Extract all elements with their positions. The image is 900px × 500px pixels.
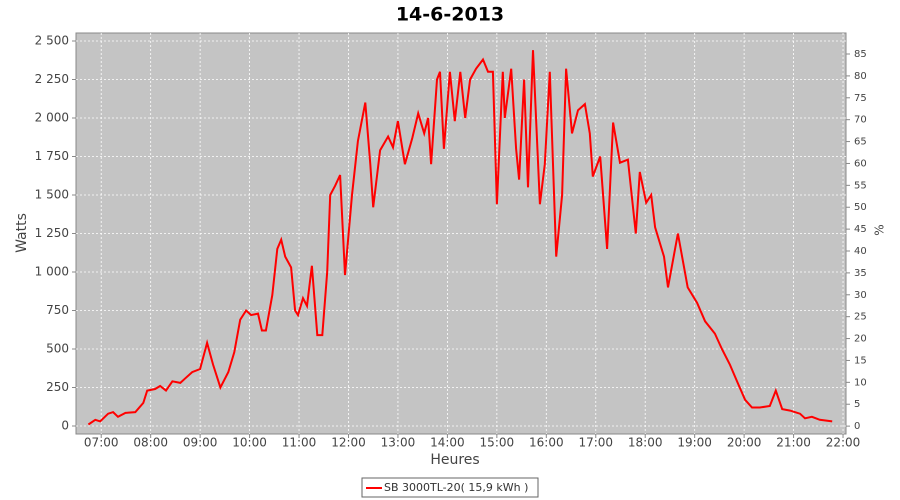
y2-tick-label: 70	[854, 115, 867, 126]
data-line	[87, 50, 833, 426]
y2-tick-label: 35	[854, 268, 867, 279]
y2-tick-label: 5	[854, 399, 860, 410]
x-tick-label: 07:00	[84, 436, 119, 450]
y2-tick-label: 25	[854, 312, 867, 323]
chart-title: 14-6-2013	[396, 4, 504, 26]
y2-tick-label: 75	[854, 93, 867, 104]
y2-tick-label: 80	[854, 71, 867, 82]
y2-axis-label: %	[873, 224, 887, 235]
x-tick-label: 21:00	[776, 436, 811, 450]
y2-tick-label: 60	[854, 158, 867, 169]
x-tick-label: 14:00	[430, 436, 465, 450]
y-tick-label: 0	[61, 418, 69, 432]
x-tick-label: 11:00	[282, 436, 317, 450]
legend-label: SB 3000TL-20( 15,9 kWh )	[384, 481, 528, 494]
y2-tick-label: 50	[854, 202, 867, 213]
y2-tick-label: 45	[854, 224, 867, 235]
x-tick-label: 10:00	[232, 436, 267, 450]
y2-tick-label: 85	[854, 49, 867, 60]
y-tick-label: 1 750	[35, 149, 69, 163]
y2-tick-label: 10	[854, 377, 867, 388]
y-tick-label: 2 250	[35, 72, 69, 86]
x-tick-label: 13:00	[381, 436, 416, 450]
y2-tick-label: 30	[854, 290, 867, 301]
y-tick-label: 750	[46, 303, 69, 317]
y-tick-label: 2 000	[35, 111, 69, 125]
y-tick-label: 1 000	[35, 264, 69, 278]
x-tick-label: 18:00	[628, 436, 663, 450]
y2-tick-label: 55	[854, 180, 867, 191]
x-tick-label: 15:00	[480, 436, 515, 450]
y-tick-label: 500	[46, 341, 69, 355]
y2-tick-label: 65	[854, 137, 867, 148]
y-tick-label: 1 500	[35, 188, 69, 202]
y-tick-label: 1 250	[35, 226, 69, 240]
x-tick-label: 19:00	[677, 436, 712, 450]
legend-box	[361, 477, 539, 498]
y-tick-label: 2 500	[35, 34, 69, 48]
x-tick-label: 08:00	[133, 436, 168, 450]
x-tick-label: 20:00	[727, 436, 762, 450]
x-tick-label: 16:00	[529, 436, 564, 450]
y2-tick-label: 0	[854, 421, 860, 432]
y-tick-label: 250	[46, 380, 69, 394]
x-tick-label: 09:00	[183, 436, 218, 450]
x-tick-label: 17:00	[578, 436, 613, 450]
y2-tick-label: 15	[854, 355, 867, 366]
x-tick-label: 12:00	[331, 436, 366, 450]
y2-tick-label: 40	[854, 246, 867, 257]
y-axis-label: Watts	[14, 213, 30, 253]
x-axis-label: Heures	[430, 452, 479, 468]
y2-tick-label: 20	[854, 334, 867, 345]
x-tick-label: 22:00	[826, 436, 861, 450]
